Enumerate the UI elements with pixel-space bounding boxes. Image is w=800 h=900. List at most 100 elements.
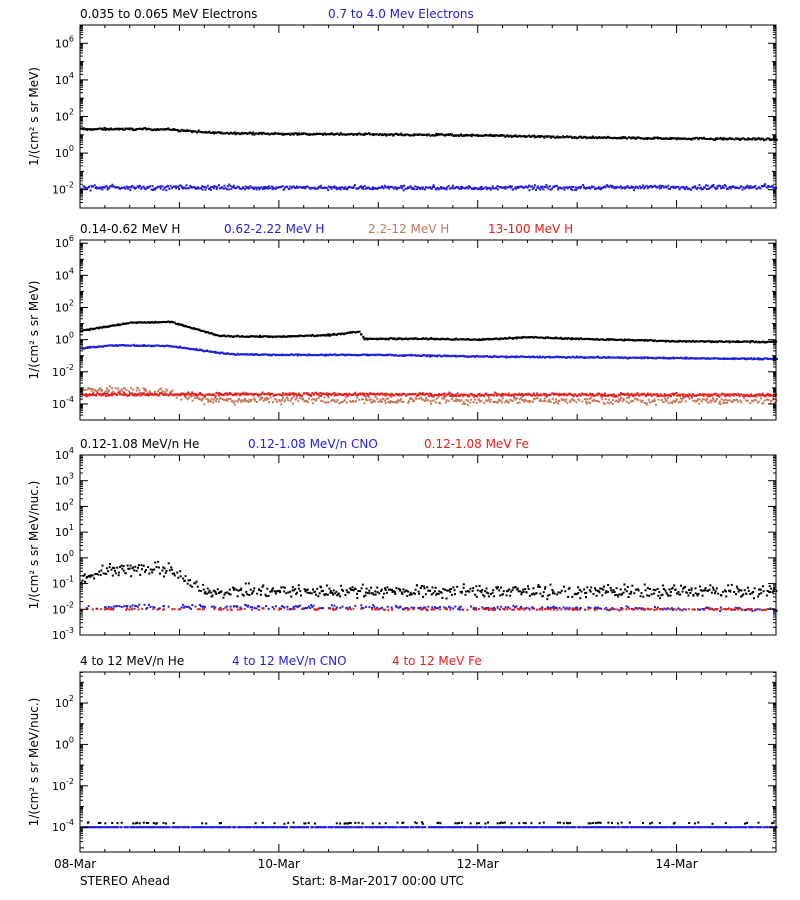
data-point [96, 392, 99, 394]
data-point [556, 355, 559, 358]
data-point [125, 389, 128, 392]
data-point [390, 395, 393, 398]
data-point [460, 355, 463, 358]
data-point [292, 354, 295, 357]
data-point [187, 129, 190, 132]
data-point [308, 591, 311, 594]
data-point [589, 187, 592, 190]
data-point [575, 188, 578, 191]
data-point [351, 589, 354, 591]
data-point [340, 353, 343, 356]
data-point [481, 589, 484, 592]
data-point [590, 338, 593, 341]
data-point [504, 135, 507, 138]
data-point [635, 339, 638, 342]
data-point [270, 335, 272, 338]
data-point [705, 357, 708, 360]
data-point [763, 139, 766, 142]
legend-2-2-12-mev-h: 2.2-12 MeV H [368, 222, 449, 236]
data-point [196, 585, 199, 588]
data-point [205, 592, 208, 595]
data-point [325, 392, 328, 395]
data-point [626, 396, 629, 399]
data-point [431, 337, 434, 340]
data-point [185, 325, 188, 328]
data-point [104, 391, 107, 394]
data-point [184, 130, 187, 133]
data-point [178, 184, 181, 187]
data-point [301, 394, 304, 397]
data-point [107, 570, 109, 573]
data-point [667, 184, 670, 187]
data-point [572, 186, 575, 188]
data-point [710, 137, 713, 140]
data-point [144, 321, 147, 324]
data-point [670, 185, 673, 188]
data-point [599, 136, 602, 139]
data-point [453, 399, 456, 402]
data-point [193, 582, 196, 585]
data-point [625, 339, 628, 341]
data-point [238, 589, 241, 592]
data-point [700, 393, 703, 396]
data-point [212, 401, 215, 404]
data-point [529, 185, 532, 188]
data-point [483, 134, 486, 137]
data-point [769, 139, 772, 142]
data-point [497, 400, 500, 403]
data-point [153, 568, 156, 571]
data-point [163, 575, 166, 578]
data-point [214, 334, 217, 337]
data-point [186, 582, 189, 585]
data-point [116, 393, 119, 396]
data-point [231, 186, 234, 189]
data-point [631, 338, 633, 341]
data-point [578, 186, 581, 188]
data-point [226, 352, 229, 355]
data-point [507, 394, 510, 397]
data-point [493, 400, 496, 403]
data-point [370, 337, 373, 340]
data-point [91, 346, 94, 349]
data-point [264, 353, 267, 356]
data-point [509, 186, 512, 189]
data-point [280, 353, 283, 356]
data-point [674, 401, 677, 403]
data-point [302, 132, 305, 135]
data-point [719, 400, 721, 403]
data-point [456, 338, 459, 341]
data-point [615, 356, 618, 359]
data-point [600, 393, 603, 396]
data-point [157, 128, 160, 131]
data-point [255, 188, 258, 191]
data-point [449, 395, 452, 397]
data-point [437, 354, 439, 357]
data-point [368, 398, 371, 401]
data-point [293, 395, 296, 398]
data-point [362, 398, 365, 401]
data-point [409, 393, 412, 396]
data-point [727, 137, 730, 140]
data-point [714, 392, 717, 395]
data-point [356, 592, 358, 595]
data-point [414, 337, 417, 340]
data-point [455, 398, 458, 401]
data-point [155, 393, 158, 396]
data-point [286, 397, 289, 400]
data-point [522, 399, 525, 402]
data-point [568, 135, 571, 138]
data-point [509, 185, 512, 188]
data-point [446, 186, 449, 189]
data-point [435, 132, 438, 135]
data-point [289, 399, 292, 402]
data-point [449, 590, 452, 593]
data-point [758, 137, 761, 140]
data-point [360, 393, 362, 396]
data-point [173, 321, 176, 324]
data-point [463, 393, 466, 396]
data-point [700, 186, 703, 189]
data-point [612, 356, 615, 359]
data-point [280, 132, 283, 135]
data-point [551, 397, 554, 400]
data-point [709, 399, 712, 402]
